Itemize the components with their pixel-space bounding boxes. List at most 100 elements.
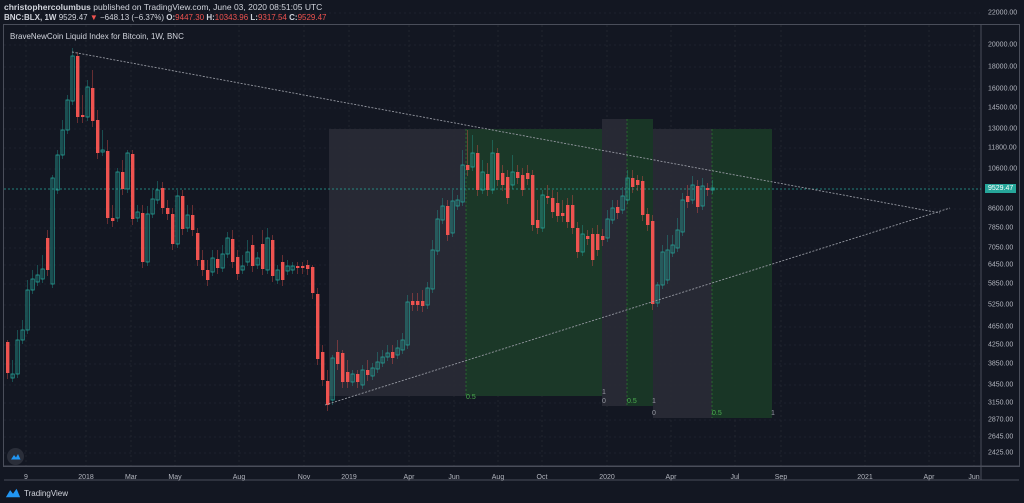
candle-down [421, 301, 425, 306]
price-tick-label: 3450.00 [988, 381, 1014, 389]
candle-down [111, 218, 115, 221]
price-tick-label: 6450.00 [988, 261, 1014, 269]
fib-box-green [627, 119, 653, 406]
fib-level-label: 1 [652, 398, 656, 405]
candle-down [706, 188, 710, 190]
author-name[interactable]: christophercolumbus [4, 2, 91, 12]
candle-up [10, 373, 15, 379]
candle-up [395, 347, 400, 356]
tradingview-badge[interactable] [7, 448, 24, 465]
candle-down [546, 196, 550, 198]
candle-down [161, 188, 165, 208]
candle-up [85, 86, 90, 118]
price-tick-label: 7050.00 [988, 244, 1014, 252]
candle-down [636, 180, 640, 185]
candle-up [655, 284, 660, 304]
candle-up [60, 129, 65, 156]
brand-name: TradingView [24, 488, 69, 498]
fib-level-label: 1 [602, 389, 606, 396]
price-tick-label: 20000.00 [988, 41, 1018, 49]
candle-up [610, 207, 615, 221]
price-tick-label: 4250.00 [988, 341, 1014, 349]
candle-up [290, 265, 295, 271]
candle-down [501, 173, 505, 185]
candle-up [710, 187, 715, 191]
candle-up [375, 361, 380, 370]
price-tick-label: 4650.00 [988, 323, 1014, 331]
candle-down [171, 214, 175, 244]
candle-down [556, 203, 560, 216]
footer-brand: TradingView [5, 488, 68, 498]
candle-down [651, 221, 655, 304]
price-change: −648.13 (−6.37%) [100, 13, 165, 22]
ohlc-bar: BNC:BLX, 1W 9529.47 ▼ −648.13 (−6.37%) O… [4, 13, 326, 22]
candle-up [285, 265, 290, 272]
price-tick-label: 18000.00 [988, 63, 1018, 71]
price-tick-label: 14500.00 [988, 104, 1018, 112]
candle-down [531, 175, 535, 225]
candle-down [631, 178, 635, 187]
candle-up [275, 269, 280, 281]
candle-down [521, 175, 525, 190]
price-tick-label: 3150.00 [988, 399, 1014, 407]
series-legend: BraveNewCoin Liquid Index for Bitcoin, 1… [10, 32, 184, 41]
candle-down [696, 186, 700, 207]
candle-down [686, 196, 690, 202]
candle-up [175, 195, 180, 245]
time-tick-label: Jun [968, 474, 980, 481]
candle-down [586, 236, 590, 239]
candle-up [155, 189, 160, 201]
candle-up [70, 55, 75, 102]
candle-down [206, 270, 210, 280]
candle-down [306, 265, 310, 269]
candle-up [425, 287, 430, 306]
tradingview-cloud-icon [11, 454, 21, 460]
candle-down [466, 165, 470, 170]
candle-down [496, 153, 500, 180]
candle-down [296, 266, 300, 268]
candle-down [216, 259, 220, 268]
candle-down [196, 233, 200, 260]
candle-up [240, 265, 245, 271]
candle-up [25, 289, 30, 331]
open-label: O: [166, 13, 176, 22]
time-tick-label: Nov [297, 474, 311, 481]
candle-down [121, 172, 125, 189]
candle-down [416, 301, 420, 305]
candle-down [526, 173, 530, 179]
price-tick-label: 7850.00 [988, 224, 1014, 232]
candle-down [391, 352, 395, 358]
candle-up [40, 268, 45, 280]
candle-up [65, 99, 70, 131]
candle-down [576, 228, 580, 252]
candle-up [30, 278, 35, 291]
candle-down [106, 151, 110, 218]
candle-down [516, 172, 520, 178]
candle-up [330, 357, 335, 401]
time-tick-label: Mar [124, 474, 138, 481]
candle-up [510, 171, 515, 186]
candle-down [446, 206, 450, 235]
candle-down [551, 198, 555, 212]
candle-up [370, 367, 375, 377]
candle-down [646, 214, 650, 225]
time-tick-label: Oct [536, 474, 548, 481]
price-tick-label: 2425.00 [988, 449, 1014, 457]
candle-up [580, 233, 585, 253]
candle-up [625, 177, 630, 201]
candle-up [245, 251, 250, 263]
candle-down [356, 374, 360, 382]
price-tick-label: 13000.00 [988, 125, 1018, 133]
candle-down [131, 154, 135, 219]
last-price-tag: 9529.47 [985, 184, 1017, 193]
fib-box-green [466, 129, 602, 396]
high-value: 10343.96 [214, 13, 249, 22]
candle-up [450, 200, 455, 234]
fib-box [602, 119, 627, 406]
candle-up [50, 177, 55, 285]
candle-down [641, 181, 645, 215]
price-tick-label: 5250.00 [988, 301, 1014, 309]
time-tick-label: Aug [491, 474, 505, 481]
candle-up [620, 195, 625, 211]
